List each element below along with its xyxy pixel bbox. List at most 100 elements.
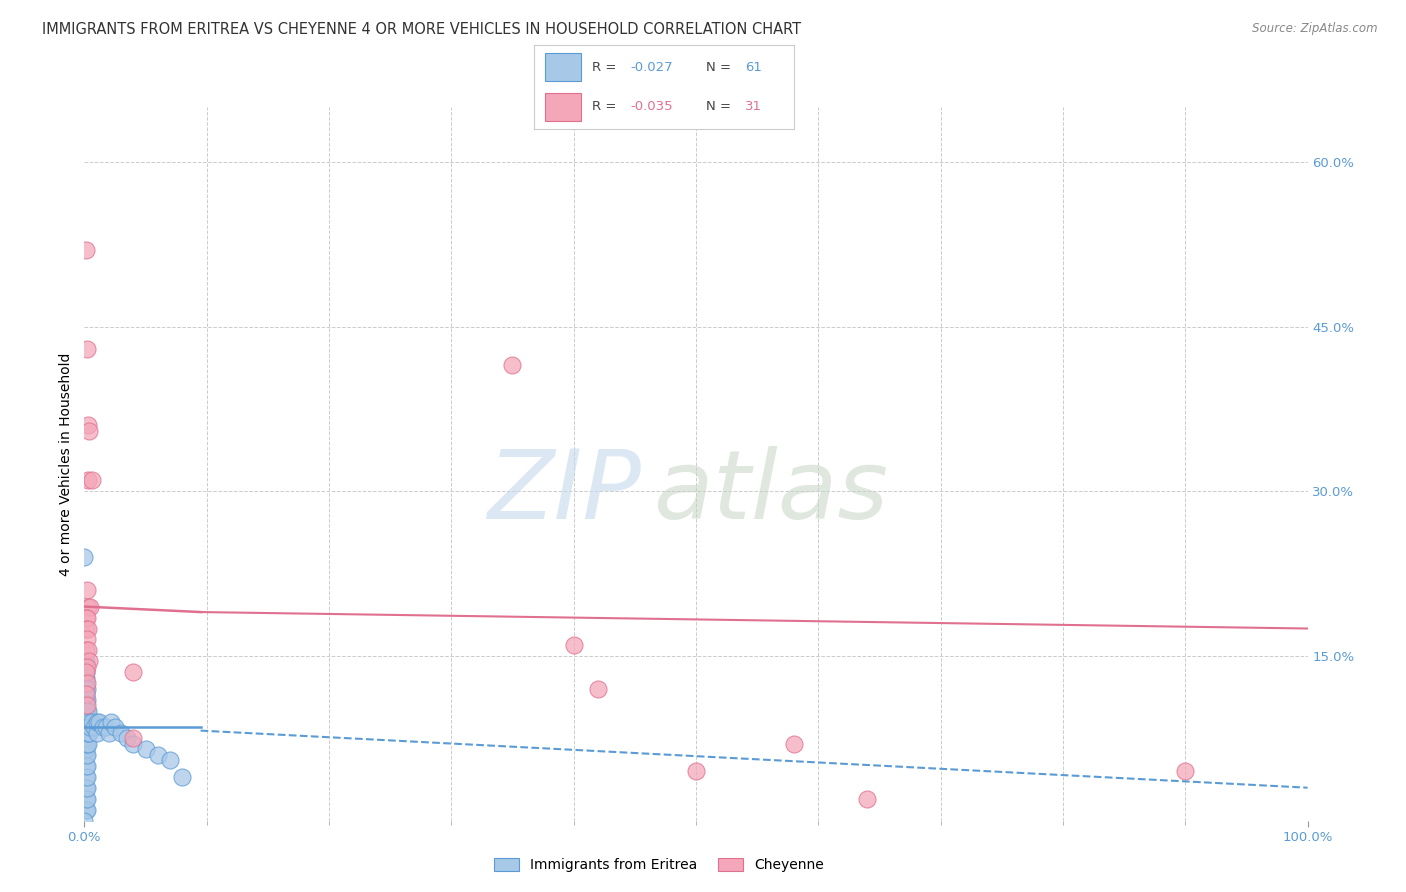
Point — [75, 243, 97, 257]
Point — [562, 638, 585, 652]
Point — [75, 770, 97, 784]
Text: R =: R = — [592, 101, 620, 113]
Point — [76, 780, 98, 795]
Point — [77, 704, 100, 718]
FancyBboxPatch shape — [544, 93, 581, 120]
Point — [100, 714, 122, 729]
Point — [75, 758, 97, 772]
FancyBboxPatch shape — [544, 54, 581, 81]
Point — [86, 726, 108, 740]
Point — [76, 803, 98, 817]
Point — [75, 737, 97, 751]
Point — [77, 418, 100, 433]
Point — [77, 714, 100, 729]
Point — [76, 698, 98, 713]
Point — [79, 720, 101, 734]
Point — [172, 770, 194, 784]
Text: -0.035: -0.035 — [630, 101, 673, 113]
Point — [122, 737, 145, 751]
Point — [75, 726, 97, 740]
Point — [76, 342, 98, 356]
Point — [75, 671, 97, 685]
Point — [115, 731, 138, 746]
Point — [96, 720, 118, 734]
Point — [159, 753, 181, 767]
Point — [80, 714, 103, 729]
Point — [77, 737, 100, 751]
Point — [75, 709, 97, 723]
Point — [75, 742, 97, 756]
Point — [76, 610, 98, 624]
Text: N =: N = — [706, 101, 735, 113]
Point — [75, 780, 97, 795]
Point — [97, 726, 120, 740]
Point — [76, 737, 98, 751]
Point — [75, 610, 97, 624]
Legend: Immigrants from Eritrea, Cheyenne: Immigrants from Eritrea, Cheyenne — [489, 853, 830, 878]
Point — [122, 731, 145, 746]
Point — [77, 473, 100, 487]
Point — [76, 660, 98, 674]
Point — [110, 726, 132, 740]
Point — [77, 726, 100, 740]
Point — [75, 693, 97, 707]
Point — [75, 714, 97, 729]
Text: ZIP: ZIP — [486, 446, 641, 539]
Point — [73, 814, 96, 828]
Point — [146, 747, 169, 762]
Point — [86, 714, 108, 729]
Point — [76, 714, 98, 729]
Point — [76, 693, 98, 707]
Point — [77, 655, 100, 669]
Point — [77, 726, 100, 740]
Point — [1174, 764, 1197, 779]
Point — [75, 687, 97, 701]
Point — [77, 714, 100, 729]
Point — [75, 676, 97, 690]
Point — [75, 665, 97, 680]
Point — [79, 599, 101, 614]
Point — [685, 764, 707, 779]
Point — [75, 655, 97, 669]
Point — [91, 720, 114, 734]
Point — [77, 424, 100, 438]
Point — [76, 726, 98, 740]
Y-axis label: 4 or more Vehicles in Household: 4 or more Vehicles in Household — [59, 352, 73, 575]
Point — [75, 747, 97, 762]
Point — [75, 704, 97, 718]
Point — [76, 747, 98, 762]
Text: Source: ZipAtlas.com: Source: ZipAtlas.com — [1253, 22, 1378, 36]
Point — [73, 550, 96, 565]
Point — [75, 731, 97, 746]
Text: 31: 31 — [745, 101, 762, 113]
Point — [76, 676, 98, 690]
Point — [586, 681, 609, 696]
Point — [75, 660, 97, 674]
Point — [135, 742, 157, 756]
Point — [87, 714, 110, 729]
Text: 61: 61 — [745, 61, 762, 73]
Point — [783, 737, 806, 751]
Text: IMMIGRANTS FROM ERITREA VS CHEYENNE 4 OR MORE VEHICLES IN HOUSEHOLD CORRELATION : IMMIGRANTS FROM ERITREA VS CHEYENNE 4 OR… — [42, 22, 801, 37]
Point — [76, 583, 98, 598]
Point — [77, 622, 100, 636]
Point — [75, 803, 97, 817]
Point — [77, 599, 100, 614]
Point — [75, 665, 97, 680]
Point — [75, 687, 97, 701]
Text: -0.027: -0.027 — [630, 61, 673, 73]
Point — [75, 791, 97, 805]
Point — [104, 720, 127, 734]
Point — [856, 791, 879, 805]
Point — [83, 720, 105, 734]
Point — [76, 681, 98, 696]
Text: atlas: atlas — [654, 446, 889, 539]
Point — [122, 665, 145, 680]
Point — [75, 681, 97, 696]
Point — [75, 643, 97, 657]
Point — [76, 758, 98, 772]
Point — [76, 632, 98, 647]
Point — [502, 358, 524, 372]
Text: R =: R = — [592, 61, 620, 73]
Point — [76, 791, 98, 805]
